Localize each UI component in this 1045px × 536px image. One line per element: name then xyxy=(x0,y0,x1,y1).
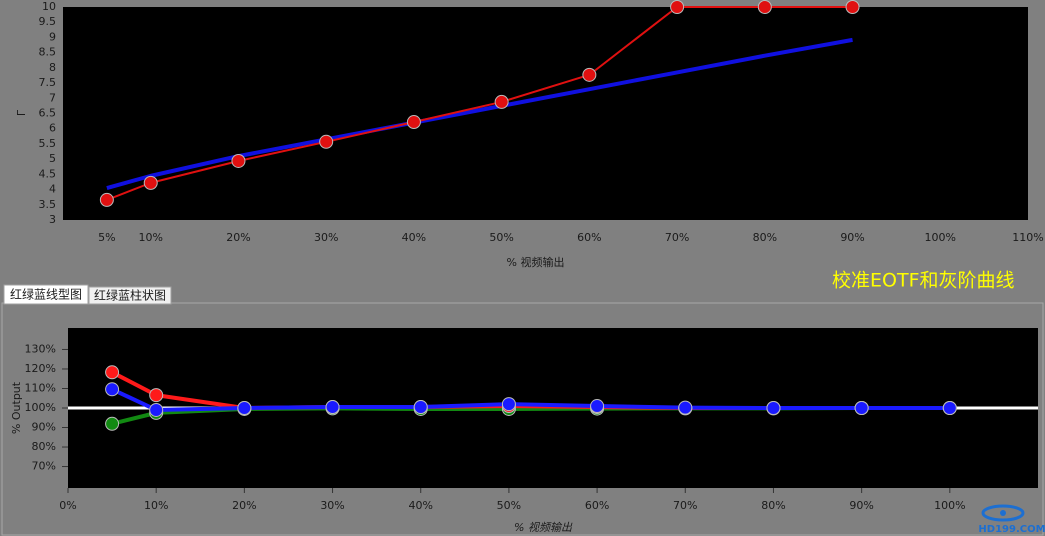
tab-active[interactable] xyxy=(3,284,89,305)
data-point xyxy=(582,67,597,82)
y-tick-label: 10 xyxy=(42,0,56,13)
x-tick-label: 70% xyxy=(665,231,689,244)
x-tick-label: 80% xyxy=(761,499,785,512)
x-tick-label: 80% xyxy=(753,231,777,244)
y-tick-label: 5 xyxy=(49,152,56,165)
x-tick-label: 20% xyxy=(226,231,250,244)
x-tick-label: 110% xyxy=(1012,231,1043,244)
watermark: HD199.COM xyxy=(978,524,1045,535)
series-line xyxy=(106,6,853,201)
y-tick-label: 7 xyxy=(49,91,56,104)
caption: 校准EOTF和灰阶曲线 xyxy=(832,270,1015,292)
y-tick-label: 4.5 xyxy=(39,167,57,180)
logo xyxy=(1000,510,1006,516)
y-tick-label: 100% xyxy=(25,401,56,414)
y-tick-label: 8 xyxy=(49,61,56,74)
data-point xyxy=(942,401,957,415)
data-point xyxy=(231,153,246,168)
y-tick-label: 9.5 xyxy=(39,15,57,28)
y-tick-label: 130% xyxy=(25,342,56,355)
x-tick-label: 50% xyxy=(489,231,513,244)
x-tick-label: 10% xyxy=(144,499,168,512)
x-tick-label: 90% xyxy=(840,231,864,244)
data-point xyxy=(319,134,334,149)
plot-area xyxy=(63,7,1028,220)
x-tick-label: 30% xyxy=(314,231,338,244)
data-point xyxy=(325,400,340,415)
x-tick-label: 40% xyxy=(409,499,433,512)
data-point xyxy=(845,0,860,14)
x-tick-label: 70% xyxy=(673,499,697,512)
data-point xyxy=(678,400,693,415)
x-tick-label: 90% xyxy=(849,499,873,512)
data-point xyxy=(149,402,164,417)
y-tick-label: 3.5 xyxy=(39,198,57,211)
y-tick-label: 90% xyxy=(32,421,56,434)
data-point xyxy=(590,399,605,414)
y-tick-label: 5.5 xyxy=(39,137,57,150)
x-tick-label: 50% xyxy=(497,499,521,512)
data-point xyxy=(494,94,509,109)
data-point xyxy=(105,365,120,380)
data-point xyxy=(237,401,252,415)
y-tick-label: 8.5 xyxy=(39,46,57,59)
y-tick-label: 4 xyxy=(49,183,56,196)
y-tick-label: 70% xyxy=(32,460,56,473)
x-tick-label: 100% xyxy=(925,231,956,244)
x-tick-label: 60% xyxy=(577,231,601,244)
x-tick-label: 30% xyxy=(320,499,344,512)
tab-label[interactable]: 红绿蓝线型图 xyxy=(10,287,82,302)
y-tick-label: 3 xyxy=(49,213,56,226)
x-axis-title: % 视频输出 xyxy=(514,521,573,534)
data-point xyxy=(105,382,120,397)
data-point xyxy=(143,175,158,190)
y-tick-label: 7.5 xyxy=(39,76,57,89)
data-point xyxy=(854,401,869,415)
x-tick-label: 60% xyxy=(585,499,609,512)
data-point xyxy=(406,115,421,130)
tab[interactable] xyxy=(88,286,172,305)
tab-label[interactable]: 红绿蓝柱状图 xyxy=(94,288,166,303)
data-point xyxy=(105,416,120,431)
x-tick-label: 20% xyxy=(232,499,256,512)
y-axis-title: % Output xyxy=(10,381,23,434)
y-tick-label: 6 xyxy=(49,122,56,135)
data-point xyxy=(766,401,781,415)
logo xyxy=(981,504,1025,522)
y-tick-label: 9 xyxy=(49,30,56,43)
x-tick-label: 100% xyxy=(934,499,965,512)
x-tick-label: 40% xyxy=(402,231,426,244)
y-tick-label: 80% xyxy=(32,440,56,453)
y-axis-title: Γ xyxy=(15,109,28,116)
data-point xyxy=(501,397,516,412)
data-point xyxy=(99,192,114,207)
bottom-panel xyxy=(1,302,1044,536)
x-axis-title: % 视频输出 xyxy=(507,255,565,269)
data-point xyxy=(149,388,164,403)
y-tick-label: 120% xyxy=(25,362,56,375)
data-point xyxy=(670,0,685,14)
data-point xyxy=(413,400,428,415)
x-tick-label: 5% xyxy=(98,231,115,244)
series-line xyxy=(106,37,853,190)
y-tick-label: 6.5 xyxy=(39,107,57,120)
data-point xyxy=(757,0,772,14)
x-tick-label: 0% xyxy=(59,499,76,512)
x-tick-label: 10% xyxy=(139,231,163,244)
y-tick-label: 110% xyxy=(25,381,56,394)
